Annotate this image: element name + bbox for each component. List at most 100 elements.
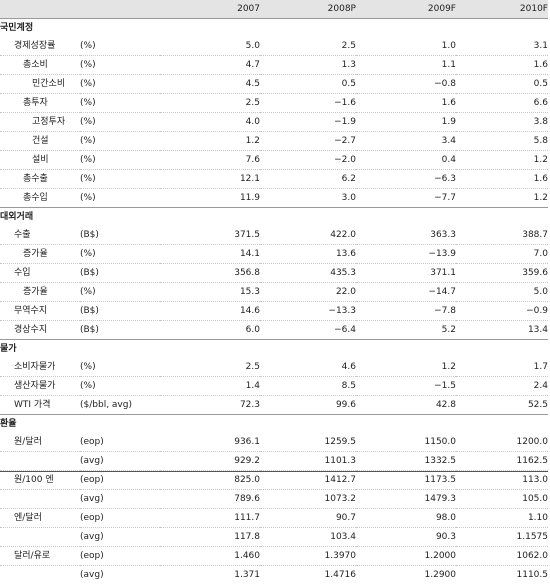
economic-outlook-table-container: { "header": { "col0": "", "years": ["200… (0, 0, 550, 473)
row-unit: (%) (80, 132, 160, 151)
value-cell: 90.7 (260, 509, 356, 528)
value-cell: 7.0 (456, 245, 548, 264)
value-cell: 117.8 (160, 528, 260, 547)
row-label: WTI 가격 (0, 396, 80, 415)
value-cell: 90.3 (356, 528, 456, 547)
row-unit: (%) (80, 94, 160, 113)
value-cell: 7.6 (160, 151, 260, 170)
value-cell: 1062.0 (456, 547, 548, 566)
value-cell: 42.8 (356, 396, 456, 415)
value-cell: 105.0 (456, 490, 548, 509)
row-unit: (B$) (80, 226, 160, 245)
value-cell: −2.7 (260, 132, 356, 151)
value-cell: 1.2 (160, 132, 260, 151)
row-label (0, 566, 80, 584)
value-cell: 1.0 (356, 37, 456, 56)
value-cell: 1259.5 (260, 433, 356, 452)
row-label: 경제성장률 (0, 37, 80, 56)
section-header-row: 환율 (0, 415, 548, 434)
value-cell: 1110.5 (456, 566, 548, 584)
value-cell: −0.9 (456, 302, 548, 321)
value-cell: 4.6 (260, 358, 356, 377)
value-cell: −13.3 (260, 302, 356, 321)
value-cell: 1332.5 (356, 452, 456, 471)
value-cell: 3.0 (260, 189, 356, 208)
value-cell: 11.9 (160, 189, 260, 208)
section-header-row: 대외거래 (0, 208, 548, 227)
row-label: 엔/달러 (0, 509, 80, 528)
section-title: 환율 (0, 415, 548, 434)
value-cell: 0.5 (260, 75, 356, 94)
value-cell: 1150.0 (356, 433, 456, 452)
value-cell: 5.0 (160, 37, 260, 56)
header-year: 2009F (356, 0, 456, 19)
header-blank (0, 0, 80, 19)
value-cell: −6.4 (260, 321, 356, 340)
row-unit: (eop) (80, 471, 160, 490)
value-cell: −0.8 (356, 75, 456, 94)
value-cell: 99.6 (260, 396, 356, 415)
value-cell: 5.2 (356, 321, 456, 340)
row-label: 수입 (0, 264, 80, 283)
row-label: 원/100 엔 (0, 471, 80, 490)
row-label: 민간소비 (0, 75, 80, 94)
value-cell: 1173.5 (356, 471, 456, 490)
row-unit: (B$) (80, 321, 160, 340)
row-unit: (%) (80, 113, 160, 132)
value-cell: 1.2900 (356, 566, 456, 584)
row-label (0, 528, 80, 547)
value-cell: 1.6 (356, 94, 456, 113)
header-year: 2007 (160, 0, 260, 19)
row-label: 생산자물가 (0, 377, 80, 396)
table-bottom-rule (0, 471, 548, 472)
section-title: 물가 (0, 340, 548, 359)
value-cell: 3.8 (456, 113, 548, 132)
value-cell: 1.3 (260, 56, 356, 75)
value-cell: 363.3 (356, 226, 456, 245)
section-title: 대외거래 (0, 208, 548, 227)
row-label: 총수입 (0, 189, 80, 208)
row-label: 고정투자 (0, 113, 80, 132)
value-cell: 1.4716 (260, 566, 356, 584)
value-cell: −1.5 (356, 377, 456, 396)
value-cell: 1.4 (160, 377, 260, 396)
value-cell: 1.2 (356, 358, 456, 377)
row-label (0, 490, 80, 509)
row-label: 원/달러 (0, 433, 80, 452)
row-label: 경상수지 (0, 321, 80, 340)
value-cell: 1200.0 (456, 433, 548, 452)
row-label: 무역수지 (0, 302, 80, 321)
value-cell: 1.7 (456, 358, 548, 377)
value-cell: 2.5 (160, 358, 260, 377)
value-cell: −7.7 (356, 189, 456, 208)
value-cell: 1.10 (456, 509, 548, 528)
row-unit: (B$) (80, 264, 160, 283)
value-cell: 2.5 (160, 94, 260, 113)
row-label: 총소비 (0, 56, 80, 75)
value-cell: 13.4 (456, 321, 548, 340)
row-label: 수출 (0, 226, 80, 245)
value-cell: 789.6 (160, 490, 260, 509)
value-cell: 72.3 (160, 396, 260, 415)
row-unit: (avg) (80, 490, 160, 509)
value-cell: 359.6 (456, 264, 548, 283)
row-unit: (avg) (80, 566, 160, 584)
value-cell: 1479.3 (356, 490, 456, 509)
row-unit: (B$) (80, 302, 160, 321)
value-cell: 371.1 (356, 264, 456, 283)
value-cell: 14.6 (160, 302, 260, 321)
